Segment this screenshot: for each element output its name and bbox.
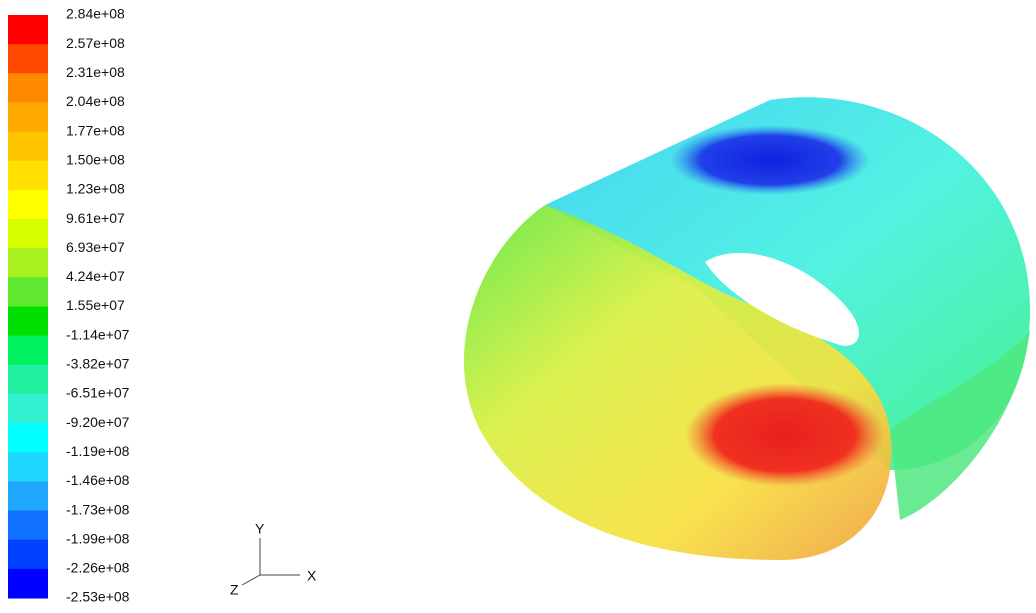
legend-label: -2.26e+08 bbox=[66, 560, 130, 576]
legend-band bbox=[8, 248, 48, 278]
triad-z-label: Z bbox=[230, 582, 239, 598]
legend-label: 9.61e+07 bbox=[66, 210, 125, 226]
legend-label: -1.19e+08 bbox=[66, 443, 130, 459]
legend-band bbox=[8, 481, 48, 511]
legend-label: 4.24e+07 bbox=[66, 268, 125, 284]
axis-triad bbox=[242, 538, 300, 585]
hot-spot bbox=[685, 383, 885, 487]
triad-x-label: X bbox=[307, 568, 317, 584]
legend-band bbox=[8, 132, 48, 162]
legend-label: -6.51e+07 bbox=[66, 385, 130, 401]
legend-band bbox=[8, 336, 48, 366]
triad-z bbox=[242, 575, 260, 585]
legend-label: 2.57e+08 bbox=[66, 35, 125, 51]
legend-band bbox=[8, 365, 48, 395]
legend-band bbox=[8, 540, 48, 570]
legend-band bbox=[8, 73, 48, 103]
legend-label: -1.73e+08 bbox=[66, 501, 130, 517]
legend-band bbox=[8, 219, 48, 249]
legend-label: -1.14e+07 bbox=[66, 326, 130, 342]
legend-band bbox=[8, 44, 48, 74]
legend-band bbox=[8, 452, 48, 482]
legend-label: -1.46e+08 bbox=[66, 472, 130, 488]
legend-band bbox=[8, 394, 48, 424]
legend-band bbox=[8, 102, 48, 132]
legend-band bbox=[8, 511, 48, 541]
legend-label: 1.55e+07 bbox=[66, 297, 125, 313]
legend-label: 1.23e+08 bbox=[66, 181, 125, 197]
contour-view: Y X Z 2.84e+08 2.57e+08 2.31e+08 2.04e+08 1.… bbox=[0, 0, 1036, 608]
color-legend: 2.84e+08 2.57e+08 2.31e+08 2.04e+08 1.77e+08… bbox=[8, 6, 130, 605]
legend-band bbox=[8, 423, 48, 453]
legend-label: 2.84e+08 bbox=[66, 6, 125, 22]
legend-label: 1.77e+08 bbox=[66, 122, 125, 138]
legend-band bbox=[8, 277, 48, 307]
legend-label: 2.04e+08 bbox=[66, 93, 125, 109]
cylinder-render bbox=[464, 97, 1030, 560]
legend-label: -3.82e+07 bbox=[66, 356, 130, 372]
cold-spot bbox=[670, 125, 870, 195]
legend-band bbox=[8, 569, 48, 599]
triad-y-label: Y bbox=[255, 521, 265, 537]
legend-band bbox=[8, 190, 48, 220]
legend-label: 6.93e+07 bbox=[66, 239, 125, 255]
legend-band bbox=[8, 161, 48, 191]
legend-label: -2.53e+08 bbox=[66, 589, 130, 605]
legend-band bbox=[8, 15, 48, 45]
legend-band bbox=[8, 307, 48, 337]
legend-label: -9.20e+07 bbox=[66, 414, 130, 430]
legend-label: 2.31e+08 bbox=[66, 64, 125, 80]
legend-label: 1.50e+08 bbox=[66, 151, 125, 167]
legend-label: -1.99e+08 bbox=[66, 530, 130, 546]
